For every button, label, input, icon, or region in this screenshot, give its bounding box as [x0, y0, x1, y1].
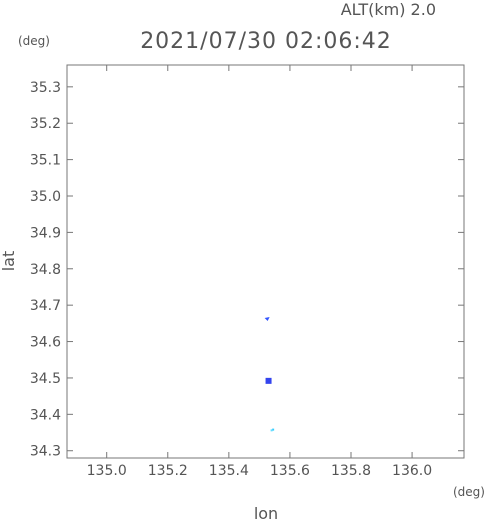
y-tick-label: 34.5 — [30, 371, 61, 387]
x-tick-label: 135.6 — [270, 463, 310, 479]
x-unit-label: (deg) — [453, 485, 485, 499]
plot-frame — [66, 64, 465, 459]
y-tick-label: 34.6 — [30, 335, 61, 351]
x-tick-label: 135.2 — [148, 463, 188, 479]
y-tick-label: 35.2 — [30, 116, 61, 132]
y-tick-label: 34.7 — [30, 298, 61, 314]
x-tick-label: 136.0 — [392, 463, 432, 479]
y-axis-label: lat — [0, 251, 18, 272]
axis-ticks: 135.0 135.2 135.4 135.6 135.8 136.0 34.3 34.4 34… — [30, 65, 464, 479]
y-tick-label: 34.9 — [30, 225, 61, 241]
y-tick-label: 35.0 — [30, 189, 61, 205]
data-point — [264, 316, 270, 321]
timestamp-title: 2021/07/30 02:06:42 — [140, 29, 392, 54]
x-tick-label: 135.4 — [209, 463, 249, 479]
y-unit-label: (deg) — [18, 34, 50, 48]
x-tick-label: 135.0 — [87, 463, 127, 479]
altitude-label: ALT(km) 2.0 — [341, 0, 436, 19]
data-point — [272, 428, 275, 431]
x-axis-label: lon — [254, 504, 278, 521]
y-tick-label: 34.8 — [30, 262, 61, 278]
y-tick-label: 35.1 — [30, 153, 61, 169]
data-points — [264, 316, 275, 432]
data-point — [270, 429, 273, 432]
y-tick-label: 34.4 — [30, 407, 61, 423]
data-point — [265, 377, 272, 384]
x-tick-label: 135.8 — [331, 463, 371, 479]
y-tick-label: 35.3 — [30, 80, 61, 96]
y-tick-label: 34.3 — [30, 444, 61, 460]
